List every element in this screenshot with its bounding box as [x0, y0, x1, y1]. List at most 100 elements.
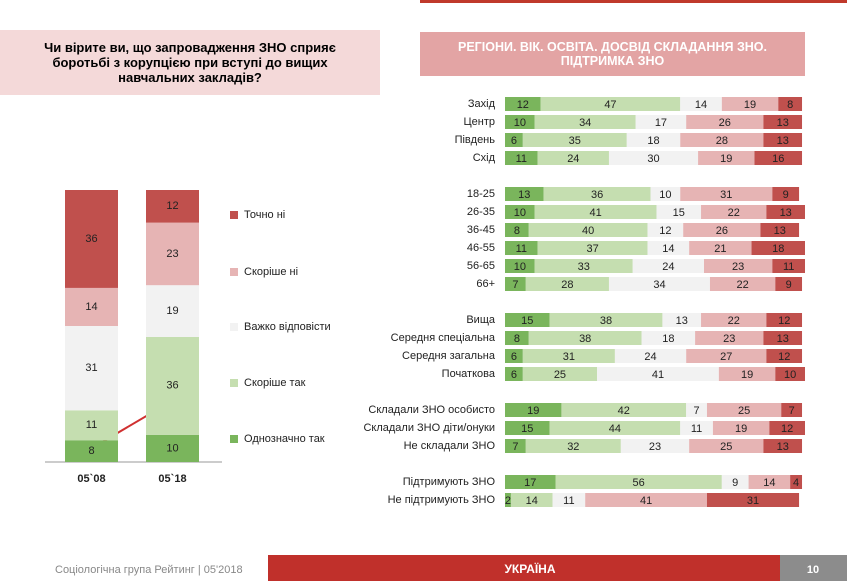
bar-segment — [712, 421, 770, 435]
value-label: 18 — [772, 243, 784, 255]
bar-segment — [525, 439, 621, 453]
bar-segment — [775, 277, 803, 291]
value-label: 23 — [166, 248, 178, 260]
bar-segment — [620, 439, 690, 453]
bar-segment — [505, 241, 538, 255]
legend-swatch — [230, 323, 238, 331]
bar-segment — [561, 403, 687, 417]
value-label: 7 — [789, 405, 795, 417]
value-label: 23 — [723, 333, 735, 345]
value-label: 14 — [526, 495, 538, 507]
value-label: 15 — [521, 315, 533, 327]
value-label: 22 — [728, 207, 740, 219]
value-label: 15 — [673, 207, 685, 219]
value-label: 40 — [582, 225, 594, 237]
value-label: 6 — [511, 369, 517, 381]
value-label: 21 — [714, 243, 726, 255]
row-label: Вища — [466, 314, 496, 326]
bar-segment — [510, 493, 553, 507]
legend-label: Скоріше так — [244, 377, 306, 389]
bar-segment — [772, 187, 800, 201]
bar-segment — [505, 151, 538, 165]
bar-segment — [505, 277, 526, 291]
value-label: 25 — [554, 369, 566, 381]
value-label: 9 — [783, 189, 789, 201]
value-label: 7 — [512, 441, 518, 453]
value-label: 14 — [85, 301, 97, 313]
row-label: 26-35 — [467, 206, 495, 218]
value-label: 12 — [778, 315, 790, 327]
value-label: 33 — [578, 261, 590, 273]
value-label: 34 — [653, 279, 665, 291]
bar-segment — [65, 326, 118, 411]
bar-segment — [778, 97, 803, 111]
value-label: 12 — [517, 99, 529, 111]
bar-segment — [790, 475, 803, 489]
value-label: 17 — [524, 477, 536, 489]
bar-segment — [706, 403, 782, 417]
bar-segment — [146, 336, 199, 435]
value-label: 42 — [618, 405, 630, 417]
bar-segment — [766, 205, 805, 219]
value-label: 19 — [741, 369, 753, 381]
value-label: 7 — [694, 405, 700, 417]
value-label: 8 — [787, 99, 793, 111]
bar-segment — [772, 259, 805, 273]
value-label: 35 — [569, 135, 581, 147]
panel-title: РЕГІОНИ. ВІК. ОСВІТА. ДОСВІД СКЛАДАННЯ З… — [420, 32, 805, 76]
bar-segment — [656, 205, 702, 219]
value-label: 36 — [591, 189, 603, 201]
value-label: 10 — [514, 207, 526, 219]
bar-segment — [763, 331, 803, 345]
value-label: 38 — [579, 333, 591, 345]
bar-segment — [522, 367, 598, 381]
row-label: 56-65 — [467, 260, 495, 272]
row-label: 36-45 — [467, 224, 495, 236]
value-label: 26 — [716, 225, 728, 237]
value-label: 28 — [716, 135, 728, 147]
legend-label: Важко відповісти — [244, 321, 331, 333]
value-label: 31 — [720, 189, 732, 201]
value-label: 44 — [609, 423, 621, 435]
bar-segment — [505, 313, 550, 327]
value-label: 13 — [780, 207, 792, 219]
value-label: 10 — [659, 189, 671, 201]
bar-segment — [540, 97, 681, 111]
value-label: 19 — [527, 405, 539, 417]
value-label: 12 — [778, 351, 790, 363]
bar-segment — [689, 439, 764, 453]
value-label: 12 — [659, 225, 671, 237]
bar-segment — [505, 421, 550, 435]
bar-segment — [528, 223, 648, 237]
value-label: 10 — [514, 261, 526, 273]
bar-segment — [695, 331, 764, 345]
bar-segment — [706, 493, 800, 507]
bar-segment — [680, 421, 713, 435]
x-tick-label: 05`08 — [77, 473, 105, 485]
bar-segment — [709, 277, 776, 291]
value-label: 19 — [744, 99, 756, 111]
bar-segment — [680, 97, 722, 111]
value-label: 18 — [662, 333, 674, 345]
value-label: 41 — [652, 369, 664, 381]
value-label: 13 — [777, 441, 789, 453]
value-label: 8 — [514, 225, 520, 237]
bar-segment — [766, 313, 803, 327]
bar-segment — [505, 367, 523, 381]
bar-segment — [763, 439, 803, 453]
value-label: 11 — [783, 261, 794, 273]
bar-segment — [698, 151, 755, 165]
row-label: Середня спеціальна — [391, 332, 496, 344]
value-label: 41 — [589, 207, 601, 219]
legend-swatch — [230, 268, 238, 276]
value-label: 37 — [586, 243, 598, 255]
footer-source: Соціологічна група Рейтинг | 05'2018 — [55, 564, 243, 576]
value-label: 6 — [511, 135, 517, 147]
bar-segment — [647, 223, 684, 237]
value-label: 31 — [747, 495, 759, 507]
value-label: 10 — [514, 117, 526, 129]
row-label: Схід — [473, 152, 496, 164]
value-label: 24 — [662, 261, 674, 273]
bar-segment — [65, 440, 118, 462]
